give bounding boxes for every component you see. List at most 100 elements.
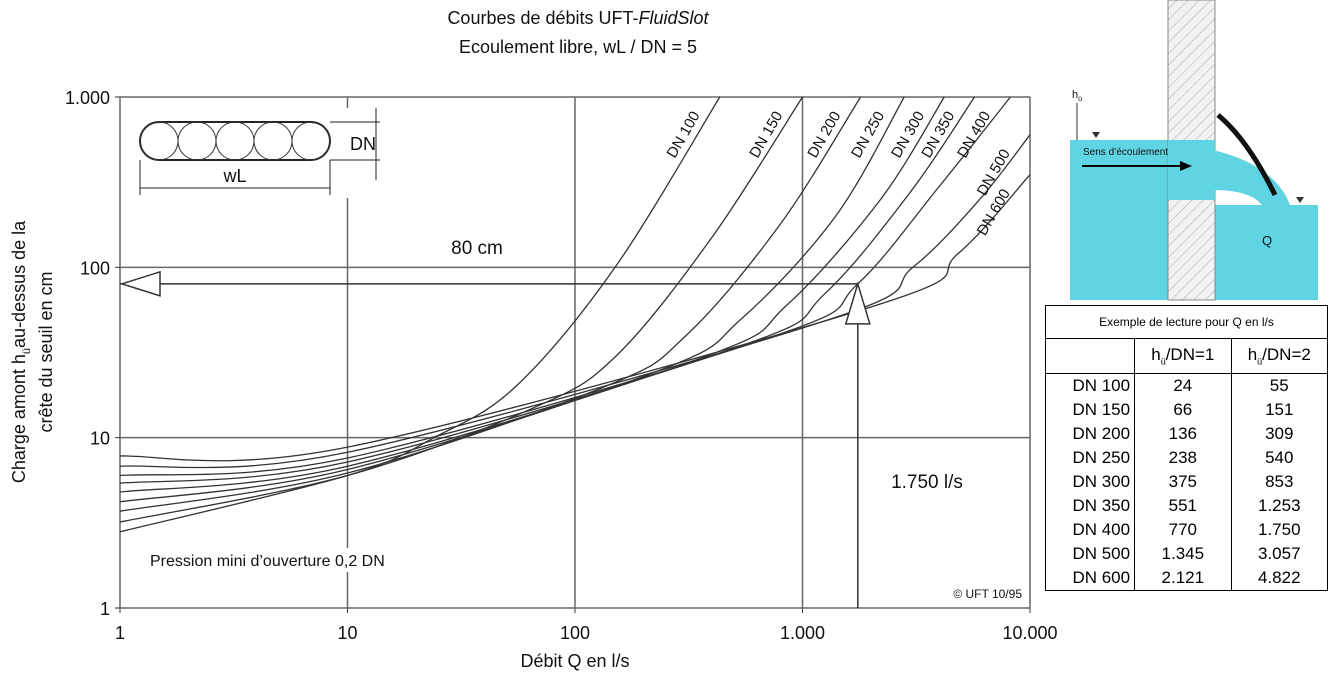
- h-text: h: [1072, 89, 1078, 101]
- y-label-text: au-dessus de la: [9, 220, 29, 348]
- table-cell: 853: [1230, 470, 1329, 494]
- slot-ring: [291, 121, 331, 161]
- flow-arrow-head: [1180, 161, 1192, 171]
- level-mark: [1296, 197, 1304, 203]
- table-cell: DN 200: [1044, 422, 1136, 446]
- curve: [119, 96, 721, 533]
- header-text: /DN=2: [1262, 345, 1311, 365]
- table-cell: 2.121: [1134, 566, 1232, 591]
- table-cell: 55: [1230, 373, 1329, 398]
- table-cell: 375: [1134, 470, 1232, 494]
- table-cell: 540: [1230, 446, 1329, 470]
- table-cell: DN 600: [1044, 566, 1136, 591]
- x-tick-label: 100: [560, 623, 590, 643]
- table-cell: DN 500: [1044, 542, 1136, 566]
- y-tick-label: 1: [100, 599, 110, 619]
- water-downstream: [1213, 205, 1318, 300]
- table-cell: 4.822: [1230, 566, 1329, 591]
- table-row: DN 350 551 1.253: [1044, 494, 1329, 518]
- reading-table: Exemple de lecture pour Q en l/s hü/DN=1 h…: [1044, 305, 1329, 591]
- table-header-row: hü/DN=1 hü/DN=2: [1044, 338, 1329, 374]
- table-cell: DN 400: [1044, 518, 1136, 542]
- y-tick-label: 1.000: [65, 88, 110, 108]
- title-text: Courbes de débits UFT-: [447, 8, 638, 28]
- nozzle-jet: [1213, 150, 1290, 205]
- inset: DN wL: [128, 108, 390, 198]
- table-cell: 151: [1230, 398, 1329, 422]
- table-cell: 1.253: [1230, 494, 1329, 518]
- flow-diagram: hü Sens d’écoulement Q: [1070, 0, 1318, 301]
- header-sub: ü: [1257, 356, 1263, 367]
- table-row: DN 200 136 309: [1044, 422, 1329, 446]
- table-row: DN 400 770 1.750: [1044, 518, 1329, 542]
- label-bg: [925, 583, 1025, 601]
- table-cell: 136: [1134, 422, 1232, 446]
- water-passage: [1168, 140, 1215, 200]
- y-label-text: Charge amont h: [9, 354, 29, 483]
- table-cell: 3.057: [1230, 542, 1329, 566]
- chart-subtitle: Ecoulement libre, wL / DN = 5: [459, 37, 697, 57]
- y-tick-label: 100: [80, 258, 110, 278]
- header-sub: ü: [1160, 356, 1166, 367]
- header-text: /DN=1: [1165, 345, 1215, 365]
- y-axis-label: Charge amont hüau-dessus de la: [9, 220, 33, 483]
- table-cell: 66: [1134, 398, 1232, 422]
- table-cell: 24: [1134, 373, 1232, 398]
- header-cell: [1044, 338, 1136, 374]
- q-label: Q: [1262, 233, 1272, 248]
- header-text: h: [1151, 345, 1161, 365]
- chart-title: Courbes de débits UFT-FluidSlot: [447, 8, 709, 28]
- table-cell: DN 350: [1044, 494, 1136, 518]
- x-tick-label: 10: [337, 623, 357, 643]
- h-sub: ü: [1078, 96, 1082, 103]
- y-axis-label: crête du seuil en cm: [36, 271, 56, 432]
- table-row: DN 500 1.345 3.057: [1044, 542, 1329, 566]
- curve: [119, 174, 1031, 462]
- header-cell: hü/DN=1: [1134, 338, 1232, 374]
- x-tick-label: 10.000: [1002, 623, 1057, 643]
- table-cell: DN 250: [1044, 446, 1136, 470]
- water-upstream: [1070, 140, 1175, 300]
- table-title-row: Exemple de lecture pour Q en l/s: [1045, 305, 1328, 339]
- flap: [1216, 113, 1278, 197]
- table-cell: 551: [1134, 494, 1232, 518]
- title-italic: FluidSlot: [639, 8, 710, 28]
- x-tick-label: 1: [115, 623, 125, 643]
- x-tick-label: 1.000: [780, 623, 825, 643]
- x-axis-label: Débit Q en l/s: [520, 651, 629, 671]
- table-cell: DN 300: [1044, 470, 1136, 494]
- pressure-note: Pression mini d’ouverture 0,2 DN: [150, 553, 385, 570]
- table-cell: DN 100: [1044, 373, 1136, 398]
- table-row: DN 150 66 151: [1044, 398, 1329, 422]
- level-mark: [1092, 132, 1100, 138]
- copyright: © UFT 10/95: [953, 587, 1022, 601]
- y-tick-label: 10: [90, 429, 110, 449]
- table-cell: 309: [1230, 422, 1329, 446]
- table-cell: DN 150: [1044, 398, 1136, 422]
- arrow-left: [119, 270, 161, 297]
- table-cell: 1.345: [1134, 542, 1232, 566]
- label-bg: [438, 234, 518, 260]
- flow-label: Sens d’écoulement: [1083, 147, 1168, 158]
- reference-x-label: 1.750 l/s: [891, 472, 963, 493]
- table-row: DN 300 375 853: [1044, 470, 1329, 494]
- table-row: DN 250 238 540: [1044, 446, 1329, 470]
- header-cell: hü/DN=2: [1230, 338, 1329, 374]
- reference-y-label: 80 cm: [451, 238, 503, 259]
- curve: [119, 96, 945, 493]
- arrow-up: [844, 281, 871, 325]
- table-row: DN 600 2.121 4.822: [1044, 566, 1329, 591]
- table-cell: 1.750: [1230, 518, 1329, 542]
- table-cell: 238: [1134, 446, 1232, 470]
- curve: [119, 96, 905, 503]
- header-text: h: [1247, 345, 1258, 365]
- h-label: hü: [1072, 89, 1082, 103]
- table-row: DN 100 24 55: [1044, 373, 1329, 398]
- dn-label: DN: [350, 134, 376, 154]
- table-cell: 770: [1134, 518, 1232, 542]
- table-title: Exemple de lecture pour Q en l/s: [1045, 305, 1328, 339]
- wl-label: wL: [222, 166, 246, 186]
